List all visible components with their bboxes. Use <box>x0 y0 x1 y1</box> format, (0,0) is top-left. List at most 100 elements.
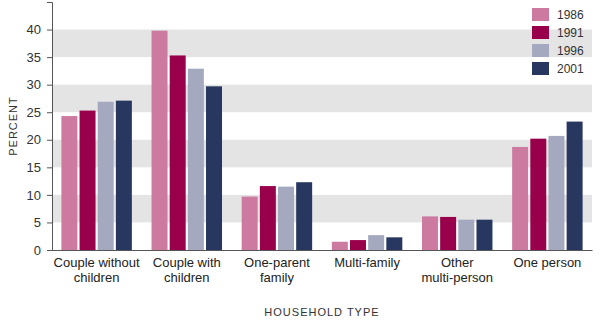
legend-swatch <box>532 26 549 39</box>
bar <box>296 182 312 250</box>
bar <box>512 147 528 250</box>
y-axis-line <box>47 3 53 251</box>
tick-label-line: Couple without <box>54 255 140 270</box>
tick-label: Multi-family <box>334 255 400 270</box>
tick-label: 30 <box>27 77 41 92</box>
tick-mark <box>47 57 52 58</box>
bar <box>332 242 348 250</box>
legend-label: 2001 <box>557 62 584 76</box>
y-axis: 0 5 10 15 20 25 30 35 40 <box>27 3 53 258</box>
legend-swatch <box>532 44 549 57</box>
tick: 30 <box>27 77 52 92</box>
legend-swatch <box>532 8 549 21</box>
tick: Othermulti-person <box>421 250 493 285</box>
bar <box>260 186 276 250</box>
bar <box>152 31 168 250</box>
legend-label: 1986 <box>557 8 584 22</box>
tick-label-line: family <box>260 270 294 285</box>
chart: 0510152025303540Couple withoutchildrenCo… <box>0 0 600 324</box>
tick: 35 <box>27 50 52 65</box>
legend-item: 1996 <box>532 44 584 58</box>
bar <box>278 187 294 250</box>
tick-mark <box>47 85 52 86</box>
tick-label: 15 <box>27 160 41 175</box>
bar <box>61 116 77 250</box>
tick-label-line: children <box>164 270 210 285</box>
legend-item: 1986 <box>532 8 584 22</box>
tick-label: 5 <box>34 215 41 230</box>
bar <box>440 217 456 250</box>
tick: Multi-family <box>334 250 400 270</box>
tick: 5 <box>34 215 52 230</box>
bar <box>567 122 583 250</box>
tick: 15 <box>27 160 52 175</box>
y-axis-title: PERCENT <box>7 96 19 156</box>
grid-band <box>52 85 592 113</box>
tick-label: 40 <box>27 22 41 37</box>
series <box>116 86 583 250</box>
tick-label-line: Other <box>441 255 474 270</box>
bars <box>61 31 582 250</box>
bar <box>476 220 492 250</box>
tick-label-line: Couple with <box>153 255 221 270</box>
bar <box>368 235 384 250</box>
legend-item: 1991 <box>532 26 584 40</box>
tick-label: One-parentfamily <box>244 255 310 285</box>
tick-mark <box>47 30 52 31</box>
series <box>98 69 565 250</box>
tick-mark <box>47 195 52 196</box>
legend-item: 2001 <box>532 62 584 76</box>
x-axis-title: HOUSEHOLD TYPE <box>264 306 379 318</box>
bar <box>422 216 438 250</box>
series <box>61 31 528 250</box>
series <box>80 55 547 250</box>
bar <box>242 197 258 250</box>
tick: 20 <box>27 132 52 147</box>
tick: 10 <box>27 188 52 203</box>
tick: Couple withoutchildren <box>54 250 140 285</box>
tick: 25 <box>27 105 52 120</box>
bar <box>386 237 402 250</box>
tick-label-line: One-parent <box>244 255 310 270</box>
bar <box>548 136 564 250</box>
x-axis: Couple withoutchildrenCouple withchildre… <box>53 250 593 285</box>
tick: 0 <box>34 243 52 258</box>
tick-mark <box>47 167 52 168</box>
tick: Couple withchildren <box>153 250 221 285</box>
plot: 0510152025303540Couple withoutchildrenCo… <box>27 3 593 286</box>
grid <box>52 30 592 223</box>
grid-band <box>52 195 592 223</box>
tick-label: Couple withoutchildren <box>54 255 140 285</box>
grid-band <box>52 140 592 168</box>
tick-label: Othermulti-person <box>421 255 493 285</box>
tick-label: Couple withchildren <box>153 255 221 285</box>
tick-label: 0 <box>34 243 41 258</box>
tick-mark <box>47 140 52 141</box>
bar <box>170 55 186 250</box>
bar <box>188 69 204 250</box>
tick-label: 20 <box>27 132 41 147</box>
tick-mark <box>47 250 52 251</box>
bar <box>458 220 474 250</box>
tick-label: 10 <box>27 188 41 203</box>
bar <box>98 102 114 250</box>
x-axis-line <box>53 250 593 251</box>
tick-label-line: Multi-family <box>334 255 400 270</box>
bar <box>350 240 366 250</box>
legend: 1986 1991 1996 2001 <box>532 8 584 76</box>
legend-swatch <box>532 62 549 75</box>
legend-label: 1996 <box>557 44 584 58</box>
tick: 40 <box>27 22 52 37</box>
bar <box>530 139 546 250</box>
tick-mark <box>47 112 52 113</box>
tick-label: 35 <box>27 50 41 65</box>
tick-label: 25 <box>27 105 41 120</box>
tick-label: One person <box>513 255 581 270</box>
legend-label: 1991 <box>557 26 584 40</box>
bar <box>80 111 96 250</box>
tick-label-line: One person <box>513 255 581 270</box>
tick-label-line: multi-person <box>421 270 493 285</box>
tick-mark <box>47 222 52 223</box>
bar <box>116 101 132 250</box>
tick: One-parentfamily <box>244 250 310 285</box>
